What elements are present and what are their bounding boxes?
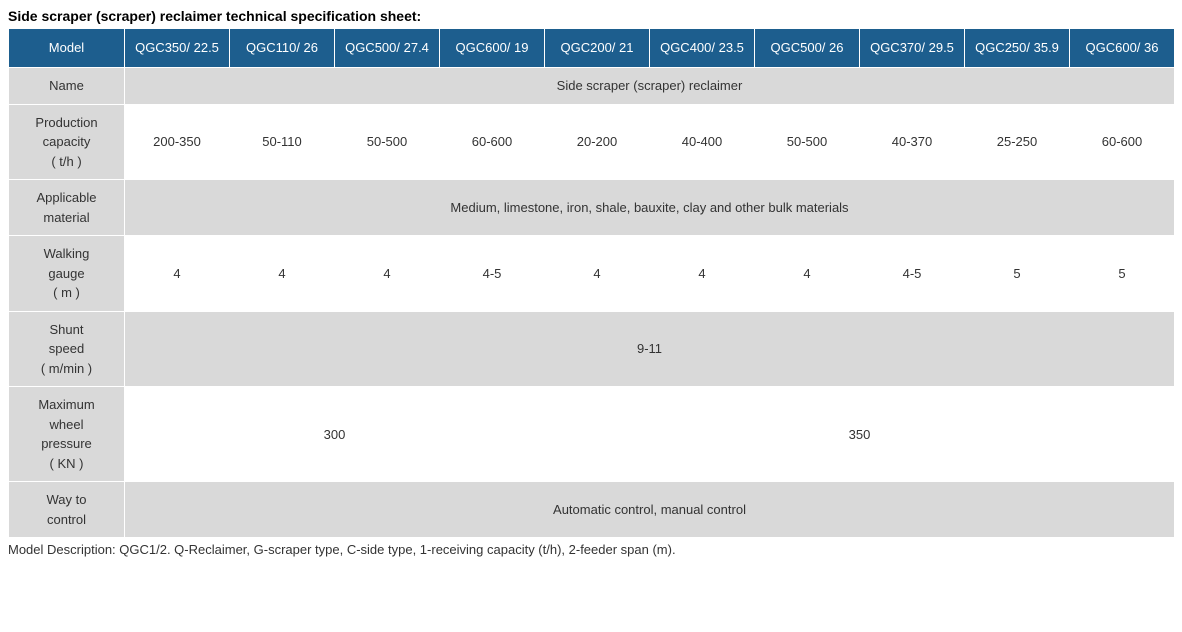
col-4: QGC600/ 19: [440, 29, 545, 68]
row-gauge-l2: gauge: [48, 266, 84, 281]
col-1: QGC350/ 22.5: [125, 29, 230, 68]
row-pressure-l2: wheel: [50, 417, 84, 432]
row-control-value: Automatic control, manual control: [125, 482, 1175, 538]
gauge-4: 4: [545, 236, 650, 312]
gauge-5: 4: [650, 236, 755, 312]
row-material-l1: Applicable: [37, 190, 97, 205]
row-gauge-l1: Walking: [44, 246, 90, 261]
gauge-8: 5: [965, 236, 1070, 312]
row-gauge: Walking gauge ( m ) 4 4 4 4-5 4 4 4 4-5 …: [9, 236, 1175, 312]
row-pressure-label: Maximum wheel pressure ( KN ): [9, 387, 125, 482]
row-shunt: Shunt speed ( m/min ) 9-11: [9, 311, 1175, 387]
col-3: QGC500/ 27.4: [335, 29, 440, 68]
col-6: QGC400/ 23.5: [650, 29, 755, 68]
row-gauge-label: Walking gauge ( m ): [9, 236, 125, 312]
col-9: QGC250/ 35.9: [965, 29, 1070, 68]
gauge-0: 4: [125, 236, 230, 312]
col-8: QGC370/ 29.5: [860, 29, 965, 68]
row-shunt-value: 9-11: [125, 311, 1175, 387]
prod-3: 60-600: [440, 104, 545, 180]
row-material: Applicable material Medium, limestone, i…: [9, 180, 1175, 236]
gauge-2: 4: [335, 236, 440, 312]
row-production-l3: ( t/h ): [51, 154, 81, 169]
col-model: Model: [9, 29, 125, 68]
row-gauge-l3: ( m ): [53, 285, 80, 300]
prod-4: 20-200: [545, 104, 650, 180]
row-pressure-l4: ( KN ): [50, 456, 84, 471]
col-2: QGC110/ 26: [230, 29, 335, 68]
prod-8: 25-250: [965, 104, 1070, 180]
pressure-right: 350: [545, 387, 1175, 482]
col-10: QGC600/ 36: [1070, 29, 1175, 68]
row-material-l2: material: [43, 210, 89, 225]
row-control: Way to control Automatic control, manual…: [9, 482, 1175, 538]
row-production-l1: Production: [35, 115, 97, 130]
row-pressure-l1: Maximum: [38, 397, 94, 412]
gauge-3: 4-5: [440, 236, 545, 312]
footnote: Model Description: QGC1/2. Q-Reclaimer, …: [8, 542, 1174, 557]
col-5: QGC200/ 21: [545, 29, 650, 68]
row-material-value: Medium, limestone, iron, shale, bauxite,…: [125, 180, 1175, 236]
prod-7: 40-370: [860, 104, 965, 180]
prod-5: 40-400: [650, 104, 755, 180]
row-material-label: Applicable material: [9, 180, 125, 236]
row-shunt-l3: ( m/min ): [41, 361, 92, 376]
row-name-value: Side scraper (scraper) reclaimer: [125, 68, 1175, 105]
gauge-1: 4: [230, 236, 335, 312]
spec-table: Model QGC350/ 22.5 QGC110/ 26 QGC500/ 27…: [8, 28, 1175, 538]
row-name: Name Side scraper (scraper) reclaimer: [9, 68, 1175, 105]
pressure-left: 300: [125, 387, 545, 482]
col-7: QGC500/ 26: [755, 29, 860, 68]
row-production: Production capacity ( t/h ) 200-350 50-1…: [9, 104, 1175, 180]
prod-2: 50-500: [335, 104, 440, 180]
row-production-label: Production capacity ( t/h ): [9, 104, 125, 180]
header-row: Model QGC350/ 22.5 QGC110/ 26 QGC500/ 27…: [9, 29, 1175, 68]
prod-1: 50-110: [230, 104, 335, 180]
gauge-9: 5: [1070, 236, 1175, 312]
row-control-l1: Way to: [47, 492, 87, 507]
row-name-label: Name: [9, 68, 125, 105]
row-pressure: Maximum wheel pressure ( KN ) 300 350: [9, 387, 1175, 482]
prod-9: 60-600: [1070, 104, 1175, 180]
row-shunt-l1: Shunt: [50, 322, 84, 337]
row-production-l2: capacity: [43, 134, 91, 149]
gauge-6: 4: [755, 236, 860, 312]
prod-0: 200-350: [125, 104, 230, 180]
row-control-label: Way to control: [9, 482, 125, 538]
row-shunt-label: Shunt speed ( m/min ): [9, 311, 125, 387]
row-pressure-l3: pressure: [41, 436, 92, 451]
prod-6: 50-500: [755, 104, 860, 180]
gauge-7: 4-5: [860, 236, 965, 312]
row-shunt-l2: speed: [49, 341, 84, 356]
row-control-l2: control: [47, 512, 86, 527]
page-title: Side scraper (scraper) reclaimer technic…: [8, 8, 1174, 24]
